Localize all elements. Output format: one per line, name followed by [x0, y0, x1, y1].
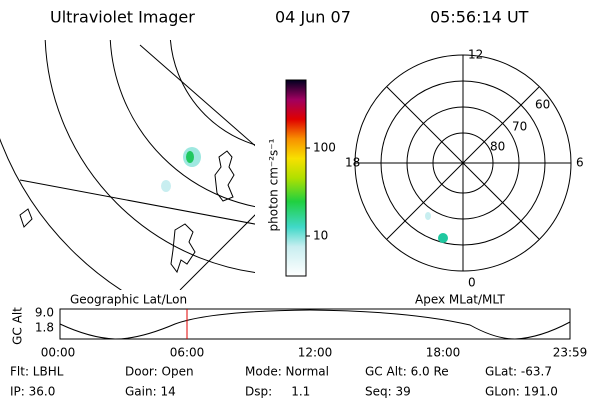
- timeline-axis-label: GC Alt: [11, 307, 25, 345]
- timeline-x-label: 00:00: [41, 346, 76, 360]
- info-field: Door: Open: [125, 365, 194, 379]
- timeline-x-label: 18:00: [426, 346, 461, 360]
- info-field: Flt: LBHL: [10, 365, 64, 379]
- info-field: Dsp: 1.1: [245, 385, 310, 399]
- timeline-x-label: 06:00: [170, 346, 205, 360]
- info-field: Gain: 14: [125, 385, 176, 399]
- timeline-x-label: 12:00: [298, 346, 333, 360]
- time: 05:56:14 UT: [430, 8, 529, 27]
- info-field: Seq: 39: [365, 385, 411, 399]
- colorbar: [285, 79, 307, 277]
- polar-plot: 12 0 18 6 60 70 80: [345, 48, 584, 290]
- info-field: GC Alt: 6.0 Re: [365, 365, 449, 379]
- info-field: IP: 36.0: [10, 385, 55, 399]
- timeline-box: [59, 308, 571, 340]
- info-field: GLon: 191.0: [485, 385, 558, 399]
- map: [0, 40, 255, 290]
- info-field: Mode: Normal: [245, 365, 329, 379]
- mlat-label: 80: [490, 140, 505, 154]
- instrument: Ultraviolet Imager: [50, 8, 195, 27]
- timeline-left-label: Geographic Lat/Lon: [70, 293, 187, 307]
- mlt-label: 0: [468, 276, 476, 290]
- colorbar-tick: 10: [313, 229, 328, 243]
- timeline-y-label: 9.0: [35, 306, 54, 320]
- colorbar-tick: 100: [313, 141, 336, 155]
- mlat-label: 60: [535, 98, 550, 112]
- info-block: Flt: LBHL Door: Open Mode: Normal GC Alt: 6…: [10, 365, 558, 399]
- mlt-label: 18: [345, 156, 360, 170]
- mlt-label: 12: [468, 48, 483, 62]
- timeline-y-label: 1.8: [35, 321, 54, 335]
- mlat-label: 70: [512, 120, 527, 134]
- timeline-right-label: Apex MLat/MLT: [415, 293, 505, 307]
- info-field: GLat: -63.7: [485, 365, 552, 379]
- date: 04 Jun 07: [275, 8, 351, 27]
- mlt-label: 6: [576, 156, 584, 170]
- colorbar-label: photon cm⁻²s⁻¹: [267, 138, 281, 231]
- timeline-x-label: 23:59: [553, 346, 588, 360]
